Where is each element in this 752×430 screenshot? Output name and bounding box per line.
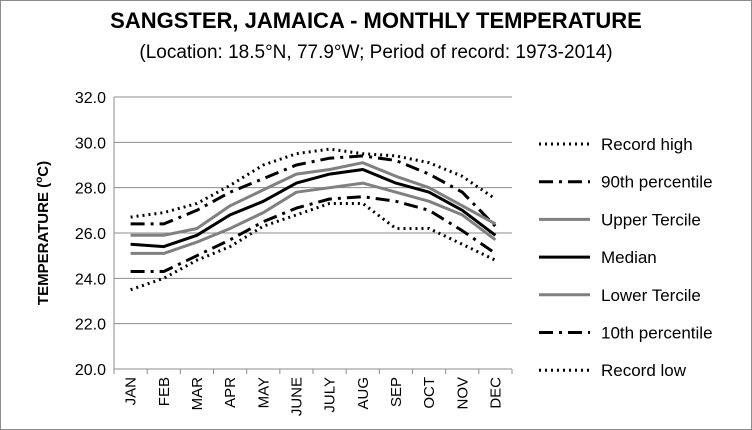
x-tick-label: APR xyxy=(222,377,239,408)
y-tick-label: 22.0 xyxy=(75,317,106,334)
legend-label: Record high xyxy=(601,135,693,154)
chart-subtitle: (Location: 18.5°N, 77.9°W; Period of rec… xyxy=(139,42,613,63)
y-tick-label: 20.0 xyxy=(75,362,106,379)
y-tick-label: 24.0 xyxy=(75,271,106,288)
legend-label: 10th percentile xyxy=(601,324,713,343)
legend-label: Record low xyxy=(601,361,687,380)
x-tick-label: JULY xyxy=(322,377,339,413)
series-line xyxy=(130,147,497,219)
x-tick-label: MAR xyxy=(189,377,206,411)
x-tick-label: FEB xyxy=(156,377,173,406)
y-tick-label: 26.0 xyxy=(75,226,106,243)
legend-label: Lower Tercile xyxy=(601,286,701,305)
x-tick-label: NOV xyxy=(454,377,471,410)
y-tick-label: 28.0 xyxy=(75,181,106,198)
y-tick-label: 32.0 xyxy=(75,90,106,107)
series-line xyxy=(130,161,497,237)
x-tick-label: DEC xyxy=(487,377,504,409)
x-tick-label: JUNE xyxy=(288,377,305,416)
x-tick-label: SEP xyxy=(388,377,405,407)
series-line xyxy=(130,181,497,255)
series-line xyxy=(130,195,497,273)
series-lines xyxy=(130,147,497,292)
x-tick-label: MAY xyxy=(255,377,272,408)
series-line xyxy=(130,154,497,228)
legend-label: 90th percentile xyxy=(601,173,713,192)
legend-label: Upper Tercile xyxy=(601,210,701,229)
x-tick-label: OCT xyxy=(421,377,438,409)
series-line xyxy=(130,168,497,249)
x-tick-label: JAN xyxy=(123,377,140,405)
chart-title: SANGSTER, JAMAICA - MONTHLY TEMPERATURE xyxy=(110,8,642,33)
y-tick-label: 30.0 xyxy=(75,135,106,152)
y-axis-ticks: 20.0 22.0 24.0 26.0 28.0 30.0 32.0 xyxy=(75,90,106,379)
legend-label: Median xyxy=(601,248,657,267)
series-line xyxy=(130,202,497,292)
legend: Record high 90th percentile Upper Tercile M… xyxy=(539,135,713,380)
x-tick-label: AUG xyxy=(355,377,372,410)
x-axis-ticks: JAN FEB MAR APR MAY JUNE JULY AUG SEP OCT NOV DEC xyxy=(113,369,513,416)
y-axis-label: TEMPERATURE (oC) xyxy=(34,161,52,305)
